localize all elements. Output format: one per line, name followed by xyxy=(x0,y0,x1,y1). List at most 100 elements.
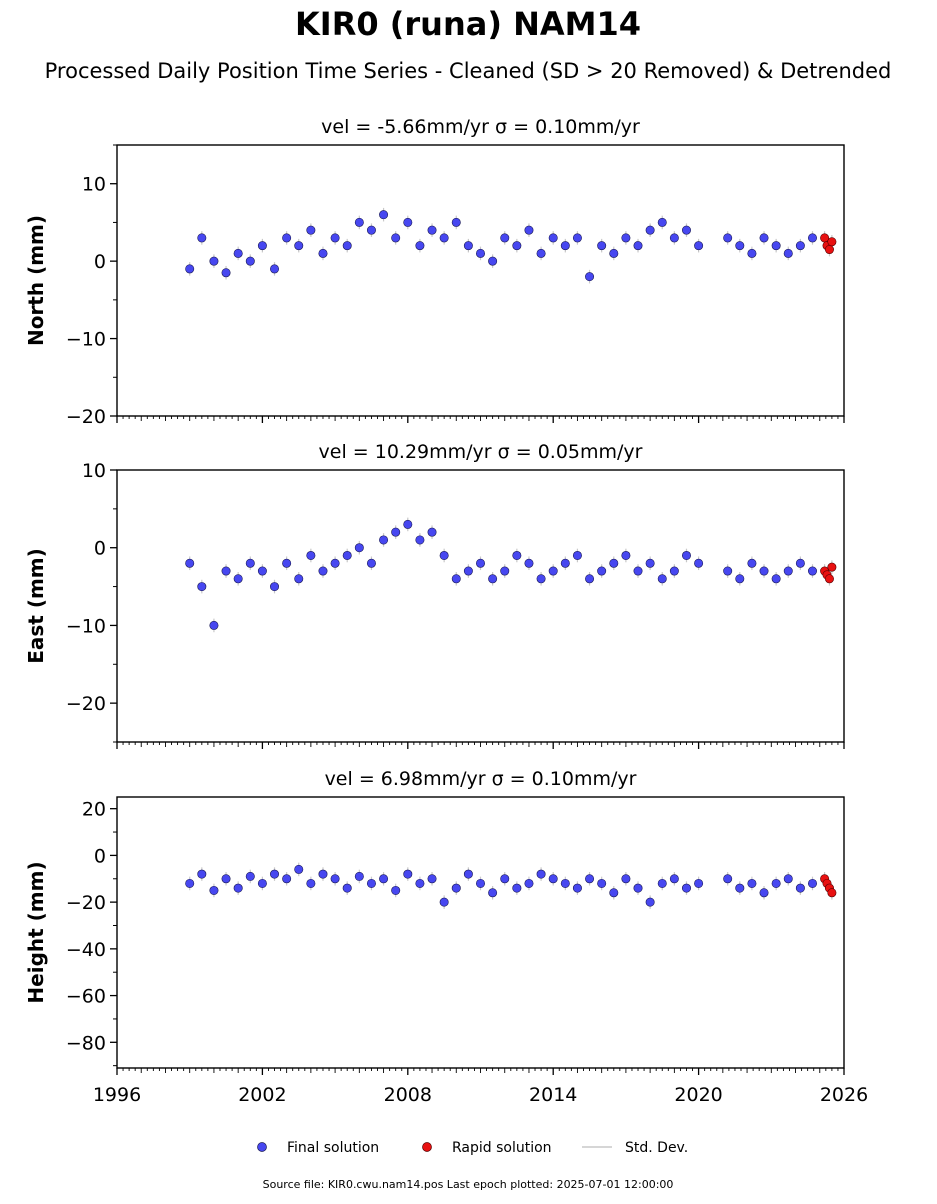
final-point xyxy=(771,241,781,251)
final-point xyxy=(197,233,207,243)
final-point xyxy=(681,883,691,893)
final-point xyxy=(807,566,817,576)
final-point xyxy=(807,233,817,243)
final-point xyxy=(694,878,704,888)
final-point xyxy=(403,519,413,529)
final-point xyxy=(379,210,389,220)
final-point xyxy=(427,874,437,884)
final-point xyxy=(572,233,582,243)
final-point xyxy=(723,874,733,884)
x-tick-label: 2020 xyxy=(674,1084,722,1106)
final-point xyxy=(747,248,757,258)
final-point xyxy=(233,248,243,258)
final-point xyxy=(735,574,745,584)
final-point xyxy=(735,241,745,251)
final-point xyxy=(342,241,352,251)
final-point xyxy=(306,225,316,235)
x-tick-label: 1996 xyxy=(93,1084,141,1106)
legend-stddev-label: Std. Dev. xyxy=(625,1140,688,1156)
x-tick-label: 2014 xyxy=(529,1084,577,1106)
final-point xyxy=(282,874,292,884)
final-point xyxy=(681,225,691,235)
final-point xyxy=(270,582,280,592)
final-point xyxy=(609,248,619,258)
final-point xyxy=(735,883,745,893)
panel-north-plot-area xyxy=(185,207,837,284)
final-point xyxy=(463,869,473,879)
final-point xyxy=(354,217,364,227)
final-point xyxy=(451,883,461,893)
final-point xyxy=(342,550,352,560)
panel-east-ylabel: East (mm) xyxy=(24,548,48,664)
final-point xyxy=(403,869,413,879)
figure-title: KIR0 (runa) NAM14 xyxy=(295,5,641,43)
final-point xyxy=(197,582,207,592)
final-point xyxy=(391,885,401,895)
final-point xyxy=(500,233,510,243)
final-point xyxy=(681,550,691,560)
y-tick-label: −10 xyxy=(66,329,106,351)
final-point xyxy=(795,241,805,251)
final-point xyxy=(536,574,546,584)
final-point xyxy=(257,878,267,888)
final-point xyxy=(245,256,255,266)
legend-final-label: Final solution xyxy=(287,1140,379,1156)
final-point xyxy=(512,883,522,893)
final-point xyxy=(233,883,243,893)
final-point xyxy=(318,566,328,576)
final-point xyxy=(548,874,558,884)
final-point xyxy=(233,574,243,584)
final-point xyxy=(185,558,195,568)
final-point xyxy=(536,869,546,879)
final-point xyxy=(747,558,757,568)
final-point xyxy=(366,225,376,235)
final-point xyxy=(306,878,316,888)
y-tick-label: 10 xyxy=(82,460,106,482)
panel-height-ylabel: Height (mm) xyxy=(24,861,48,1003)
final-point xyxy=(439,550,449,560)
final-point xyxy=(524,878,534,888)
final-point xyxy=(403,217,413,227)
final-point xyxy=(795,883,805,893)
final-point xyxy=(415,241,425,251)
y-tick-label: −40 xyxy=(66,939,106,961)
y-tick-label: 0 xyxy=(94,538,106,560)
final-point xyxy=(379,874,389,884)
final-point xyxy=(645,225,655,235)
final-point xyxy=(645,558,655,568)
final-point xyxy=(209,885,219,895)
final-point xyxy=(759,566,769,576)
final-point xyxy=(294,241,304,251)
final-point xyxy=(488,574,498,584)
panel-height-frame xyxy=(116,796,845,1069)
final-point xyxy=(379,535,389,545)
final-point xyxy=(245,871,255,881)
final-point xyxy=(209,620,219,630)
panel-east-plot-area xyxy=(185,517,837,633)
final-point xyxy=(783,566,793,576)
final-point xyxy=(633,883,643,893)
final-point xyxy=(621,233,631,243)
panel-height: vel = 6.98mm/yr σ = 0.10mm/yr Height (mm)… xyxy=(24,768,868,1106)
final-point xyxy=(807,878,817,888)
final-point xyxy=(512,550,522,560)
final-point xyxy=(366,558,376,568)
x-tick-label: 2008 xyxy=(384,1084,432,1106)
final-point xyxy=(270,264,280,274)
final-point xyxy=(294,574,304,584)
final-point xyxy=(318,248,328,258)
final-point xyxy=(645,897,655,907)
final-point xyxy=(585,574,595,584)
final-point xyxy=(723,566,733,576)
panel-east-frame xyxy=(116,469,845,743)
final-point xyxy=(669,233,679,243)
final-point xyxy=(463,566,473,576)
final-point xyxy=(783,248,793,258)
final-point xyxy=(221,268,231,278)
final-point xyxy=(209,256,219,266)
y-tick-label: 10 xyxy=(82,174,106,196)
final-point xyxy=(415,878,425,888)
rapid-point xyxy=(824,245,834,255)
panel-north-title: vel = -5.66mm/yr σ = 0.10mm/yr xyxy=(321,116,640,138)
